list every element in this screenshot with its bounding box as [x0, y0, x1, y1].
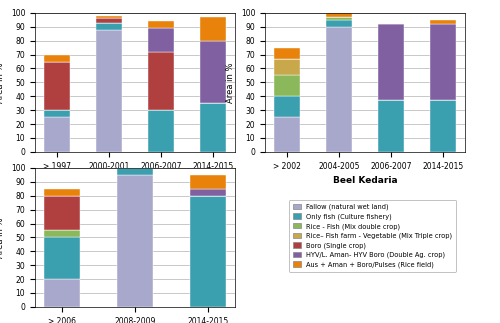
- Bar: [378, 24, 404, 100]
- Bar: [430, 100, 456, 152]
- Bar: [190, 189, 226, 196]
- Y-axis label: Area in %: Area in %: [0, 217, 5, 258]
- Bar: [96, 16, 122, 18]
- Bar: [378, 100, 404, 152]
- Bar: [274, 96, 300, 117]
- Bar: [96, 30, 122, 152]
- Bar: [44, 110, 70, 117]
- Bar: [148, 21, 174, 28]
- Bar: [200, 41, 226, 103]
- Y-axis label: Area in %: Area in %: [0, 62, 5, 103]
- Bar: [117, 175, 153, 307]
- Bar: [326, 13, 352, 17]
- X-axis label: Beel Bhaina: Beel Bhaina: [104, 176, 166, 185]
- Bar: [190, 196, 226, 307]
- Bar: [190, 175, 226, 189]
- Bar: [44, 231, 80, 237]
- Bar: [274, 76, 300, 96]
- Bar: [44, 117, 70, 152]
- Bar: [148, 110, 174, 152]
- Bar: [274, 59, 300, 75]
- Bar: [44, 279, 80, 307]
- Bar: [44, 55, 70, 61]
- X-axis label: Beel Kedaria: Beel Kedaria: [332, 176, 398, 185]
- Bar: [430, 24, 456, 100]
- Bar: [44, 61, 70, 110]
- Bar: [44, 196, 80, 231]
- Bar: [326, 27, 352, 152]
- Legend: Fallow (natural wet land), Only fish (Culture fishery), Rice - Fish (Mix double : Fallow (natural wet land), Only fish (Cu…: [289, 200, 456, 272]
- Bar: [96, 18, 122, 23]
- Bar: [148, 52, 174, 110]
- Bar: [96, 23, 122, 30]
- Bar: [44, 189, 80, 196]
- Bar: [430, 20, 456, 24]
- Bar: [326, 20, 352, 27]
- Bar: [326, 17, 352, 20]
- Bar: [274, 47, 300, 59]
- Bar: [148, 28, 174, 52]
- Y-axis label: Area in %: Area in %: [226, 62, 235, 103]
- Bar: [200, 103, 226, 152]
- Bar: [44, 237, 80, 279]
- Bar: [117, 168, 153, 175]
- Bar: [200, 17, 226, 41]
- Bar: [274, 117, 300, 152]
